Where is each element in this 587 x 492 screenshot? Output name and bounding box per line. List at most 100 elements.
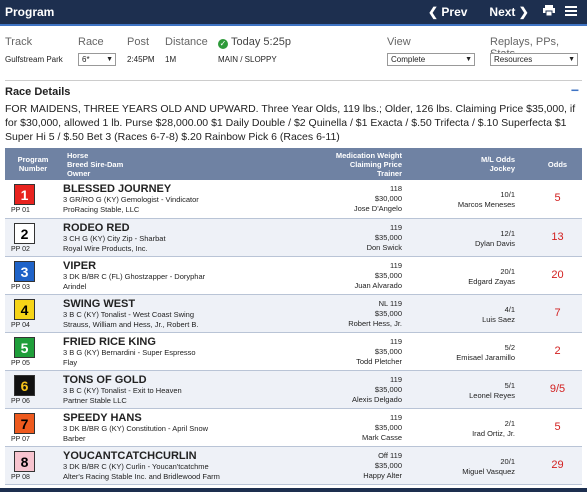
horse-breed: 3 DK B/BR G (KY) Constitution - April Sn… <box>63 423 209 433</box>
status-text: Today 5:25p <box>231 36 291 48</box>
track-value: Gulfstream Park <box>5 55 63 64</box>
program-table: Program Number Horse Breed Sire-Dam Owne… <box>5 148 582 485</box>
printer-icon[interactable] <box>543 5 555 19</box>
col-ml-odds: M/L Odds Jockey <box>408 148 533 180</box>
jockey: Irad Ortiz, Jr. <box>472 428 515 438</box>
claiming-price: $35,000 <box>374 422 402 432</box>
ml-odds-cell: 2/1 Irad Ortiz, Jr. <box>408 408 533 447</box>
program-number-cell: 5 PP 05 <box>5 332 61 371</box>
resources-select[interactable]: Resources ▼ <box>490 53 578 66</box>
ml-odds: 4/1 <box>504 304 515 314</box>
claiming-price: $35,000 <box>374 346 402 356</box>
horse-breed: 3 B C (KY) Tonalist - West Coast Swing <box>63 309 195 319</box>
program-number-cell: 1 PP 01 <box>5 180 61 219</box>
program-number-cell: 4 PP 04 <box>5 294 61 333</box>
weight: 119 <box>390 336 402 346</box>
horse-cell: TONS OF GOLD 3 B C (KY) Tonalist - Exit t… <box>61 370 268 409</box>
program-header-bar: Program ❮ Prev Next ❯ <box>0 0 587 24</box>
table-row[interactable]: 5 PP 05 FRIED RICE KING 3 B G (KY) Bernardi… <box>5 332 582 371</box>
saddle-cloth-number: 4 <box>14 298 35 320</box>
ml-odds: 10/1 <box>500 190 515 199</box>
horse-breed: 3 GR/RO G (KY) Gemologist - Vindicator <box>63 195 199 204</box>
medication-cell: 119 $35,000 Todd Pletcher <box>268 332 408 371</box>
odds-cell: 2 <box>533 332 582 371</box>
program-number-cell: 8 PP 08 <box>5 446 61 485</box>
weight: 119 <box>390 222 402 232</box>
pp-label: PP 02 <box>11 245 30 253</box>
horse-name[interactable]: RODEO RED <box>63 221 130 234</box>
next-button[interactable]: Next ❯ <box>489 5 529 19</box>
trainer: Alexis Delgado <box>351 394 402 404</box>
horse-breed: 3 B C (KY) Tonalist - Exit to Heaven <box>63 385 182 395</box>
program-number-cell: 3 PP 03 <box>5 256 61 295</box>
claiming-price: $35,000 <box>374 308 402 318</box>
table-row[interactable]: 1 PP 01 BLESSED JOURNEY 3 GR/RO G (KY) Gemo… <box>5 180 582 219</box>
divider <box>5 80 582 81</box>
horse-cell: VIPER 3 DK B/BR C (FL) Ghostzapper - Dory… <box>61 256 268 295</box>
pp-label: PP 06 <box>11 397 30 405</box>
horse-name[interactable]: FRIED RICE KING <box>63 335 156 348</box>
race-label: Race <box>78 36 104 48</box>
hamburger-icon[interactable] <box>565 5 577 19</box>
ml-odds: 20/1 <box>500 456 515 466</box>
odds-cell: 5 <box>533 408 582 447</box>
claiming-price: $35,000 <box>374 384 402 394</box>
col-horse: Horse Breed Sire-Dam Owner <box>61 148 268 180</box>
program-number-cell: 2 PP 02 <box>5 218 61 257</box>
horse-name[interactable]: VIPER <box>63 259 97 272</box>
prev-button[interactable]: ❮ Prev <box>428 5 468 19</box>
race-select[interactable]: 6* ▼ <box>78 53 116 66</box>
weight: 119 <box>390 260 402 270</box>
horse-breed: 3 DK B/BR C (FL) Ghostzapper - Doryphar <box>63 271 206 281</box>
pp-label: PP 08 <box>11 473 30 481</box>
horse-name[interactable]: YOUCANTCATCHCURLIN <box>63 449 197 462</box>
program-number-cell: 6 PP 06 <box>5 370 61 409</box>
saddle-cloth-number: 1 <box>14 184 35 205</box>
ml-odds-cell: 20/1 Miguel Vasquez <box>408 446 533 485</box>
horse-owner: Alter's Racing Stable Inc. and Bridlewoo… <box>63 471 220 481</box>
table-row[interactable]: 6 PP 06 TONS OF GOLD 3 B C (KY) Tonalist - … <box>5 370 582 409</box>
saddle-cloth-number: 2 <box>14 222 35 244</box>
col-medication: Medication Weight Claiming Price Trainer <box>268 148 408 180</box>
collapse-icon[interactable]: − <box>570 82 579 98</box>
pp-label: PP 05 <box>11 359 30 367</box>
medication-cell: 119 $35,000 Juan Alvarado <box>268 256 408 295</box>
odds-cell: 7 <box>533 294 582 333</box>
jockey: Edgard Zayas <box>468 276 515 286</box>
table-row[interactable]: 4 PP 04 SWING WEST 3 B C (KY) Tonalist - We… <box>5 294 582 333</box>
horse-cell: YOUCANTCATCHCURLIN 3 DK B/BR C (KY) Curli… <box>61 446 268 485</box>
table-row[interactable]: 7 PP 07 SPEEDY HANS 3 DK B/BR G (KY) Consti… <box>5 408 582 447</box>
horse-name[interactable]: BLESSED JOURNEY <box>63 183 172 195</box>
footer-bar <box>0 488 587 492</box>
medication-cell: NL 119 $35,000 Robert Hess, Jr. <box>268 294 408 333</box>
horse-name[interactable]: SWING WEST <box>63 297 136 310</box>
jockey: Dylan Davis <box>474 238 515 248</box>
ml-odds-cell: 20/1 Edgard Zayas <box>408 256 533 295</box>
jockey: Miguel Vasquez <box>462 466 515 476</box>
horse-breed: 3 DK B/BR C (KY) Curlin - Youcan'tcatchm… <box>63 461 209 471</box>
weight: 119 <box>390 374 402 384</box>
weight: 118 <box>390 184 402 193</box>
saddle-cloth-number: 6 <box>14 374 35 396</box>
odds-cell: 13 <box>533 218 582 257</box>
table-row[interactable]: 3 PP 03 VIPER 3 DK B/BR C (FL) Ghostzapper … <box>5 256 582 295</box>
page-title: Program <box>5 5 55 19</box>
ml-odds-cell: 10/1 Marcos Meneses <box>408 180 533 219</box>
chevron-down-icon: ▼ <box>106 56 113 63</box>
horse-breed: 3 CH G (KY) City Zip - Sharbat <box>63 233 166 243</box>
horse-owner: Arindel <box>63 281 87 291</box>
horse-name[interactable]: TONS OF GOLD <box>63 373 147 386</box>
table-row[interactable]: 2 PP 02 RODEO RED 3 CH G (KY) City Zip - Sh… <box>5 218 582 257</box>
jockey: Marcos Meneses <box>457 200 515 209</box>
status-indicator: ✓ Today 5:25p <box>218 36 291 49</box>
ml-odds: 12/1 <box>500 228 515 238</box>
horse-name[interactable]: SPEEDY HANS <box>63 411 142 424</box>
surface-value: MAIN / SLOPPY <box>218 55 277 64</box>
view-select[interactable]: Complete ▼ <box>387 53 475 66</box>
table-row[interactable]: 8 PP 08 YOUCANTCATCHCURLIN 3 DK B/BR C (KY)… <box>5 446 582 485</box>
horse-cell: FRIED RICE KING 3 B G (KY) Bernardini - S… <box>61 332 268 371</box>
horse-cell: SPEEDY HANS 3 DK B/BR G (KY) Constitution… <box>61 408 268 447</box>
trainer: Robert Hess, Jr. <box>348 318 402 328</box>
trainer: Juan Alvarado <box>354 280 402 290</box>
pp-label: PP 04 <box>11 321 30 329</box>
